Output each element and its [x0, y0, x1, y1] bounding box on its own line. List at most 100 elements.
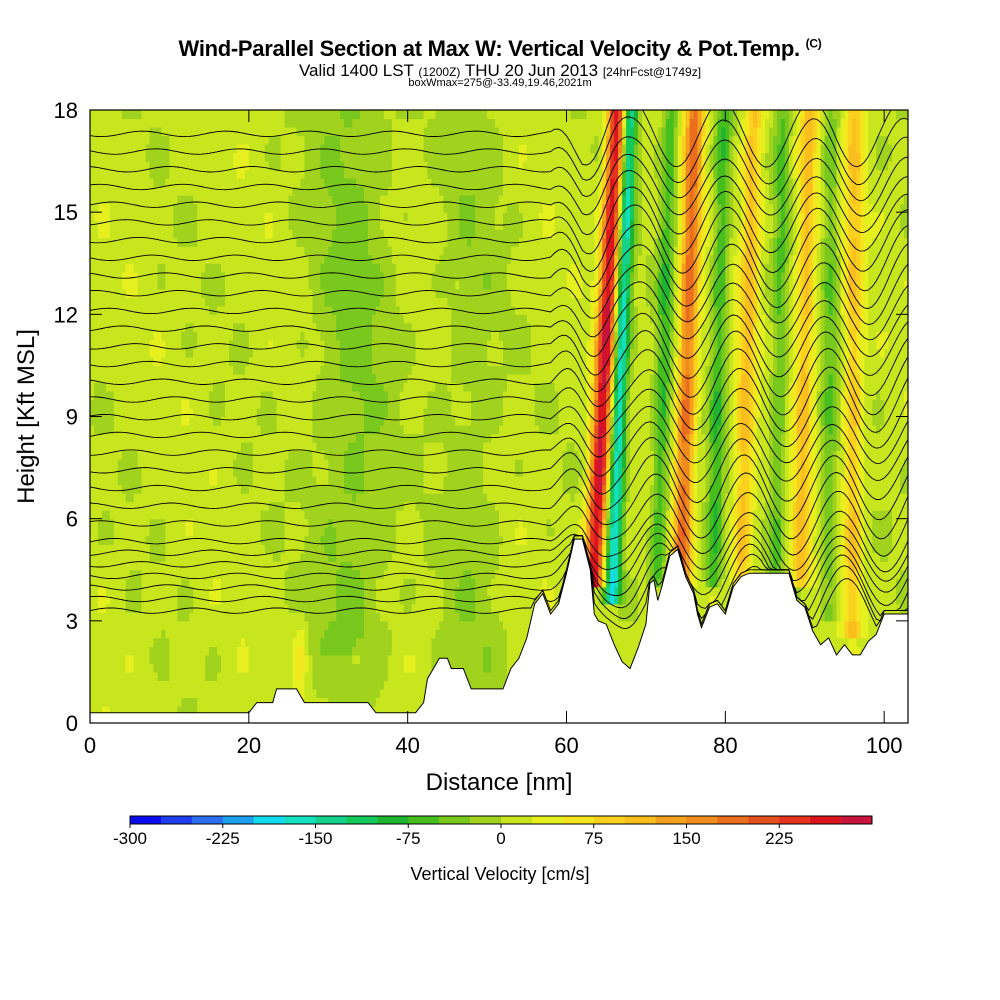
- velocity-cell: [308, 501, 313, 511]
- velocity-cell: [272, 552, 278, 562]
- velocity-cell: [113, 510, 119, 520]
- velocity-cell: [217, 561, 222, 571]
- velocity-cell: [264, 331, 270, 341]
- velocity-cell: [324, 339, 329, 349]
- velocity-cell: [181, 416, 186, 426]
- velocity-cell: [352, 697, 357, 707]
- velocity-cell: [149, 161, 155, 171]
- velocity-cell: [352, 246, 357, 256]
- velocity-cell: [229, 680, 234, 690]
- velocity-cell: [141, 382, 147, 392]
- velocity-cell: [264, 288, 270, 298]
- velocity-cell: [205, 425, 210, 435]
- velocity-cell: [348, 467, 353, 477]
- velocity-cell: [173, 331, 178, 341]
- velocity-cell: [324, 527, 329, 537]
- velocity-cell: [177, 612, 182, 622]
- velocity-cell: [344, 595, 349, 605]
- velocity-cell: [348, 646, 353, 656]
- velocity-cell: [137, 484, 143, 494]
- velocity-cell: [284, 110, 290, 120]
- velocity-cell: [320, 399, 325, 409]
- velocity-cell: [157, 416, 163, 426]
- velocity-cell: [256, 459, 262, 469]
- velocity-cell: [300, 212, 306, 222]
- velocity-cell: [316, 152, 321, 162]
- velocity-cell: [276, 212, 282, 222]
- velocity-cell: [201, 195, 206, 205]
- velocity-cell: [324, 263, 329, 273]
- velocity-cell: [217, 425, 222, 435]
- velocity-cell: [332, 493, 337, 503]
- velocity-cell: [205, 331, 210, 341]
- velocity-cell: [276, 237, 282, 247]
- velocity-cell: [149, 297, 155, 307]
- velocity-cell: [284, 229, 290, 239]
- velocity-cell: [268, 408, 274, 418]
- velocity-cell: [181, 212, 186, 222]
- velocity-cell: [181, 518, 186, 528]
- velocity-cell: [169, 399, 174, 409]
- velocity-cell: [197, 365, 202, 375]
- velocity-cell: [109, 356, 115, 366]
- velocity-cell: [264, 442, 270, 452]
- velocity-cell: [205, 135, 210, 145]
- velocity-cell: [284, 416, 290, 426]
- velocity-cell: [165, 365, 170, 375]
- velocity-cell: [240, 195, 246, 205]
- velocity-cell: [280, 127, 286, 137]
- velocity-cell: [137, 493, 143, 503]
- velocity-cell: [161, 288, 167, 298]
- velocity-cell: [185, 331, 190, 341]
- velocity-cell: [141, 561, 147, 571]
- velocity-cell: [308, 178, 313, 188]
- velocity-cell: [181, 178, 186, 188]
- velocity-cell: [165, 212, 170, 222]
- velocity-cell: [113, 118, 119, 128]
- velocity-cell: [105, 637, 111, 647]
- velocity-cell: [181, 527, 186, 537]
- velocity-cell: [328, 186, 333, 196]
- velocity-cell: [280, 459, 286, 469]
- velocity-cell: [113, 212, 119, 222]
- velocity-cell: [229, 578, 234, 588]
- velocity-cell: [217, 220, 222, 230]
- velocity-cell: [328, 680, 333, 690]
- velocity-cell: [189, 663, 194, 673]
- velocity-cell: [205, 212, 210, 222]
- velocity-cell: [185, 178, 190, 188]
- velocity-cell: [328, 620, 333, 630]
- velocity-cell: [248, 459, 254, 469]
- velocity-cell: [97, 391, 103, 401]
- velocity-cell: [185, 169, 190, 179]
- velocity-cell: [296, 229, 302, 239]
- velocity-cell: [90, 646, 95, 656]
- velocity-cell: [336, 339, 341, 349]
- velocity-cell: [225, 586, 230, 596]
- velocity-cell: [105, 408, 111, 418]
- velocity-cell: [324, 552, 329, 562]
- velocity-cell: [177, 297, 182, 307]
- velocity-cell: [332, 416, 337, 426]
- velocity-cell: [308, 595, 313, 605]
- velocity-cell: [352, 356, 357, 366]
- velocity-cell: [157, 118, 163, 128]
- velocity-cell: [320, 680, 325, 690]
- velocity-cell: [248, 237, 254, 247]
- velocity-cell: [364, 697, 369, 707]
- velocity-cell: [225, 322, 230, 332]
- velocity-cell: [332, 399, 337, 409]
- velocity-cell: [229, 612, 234, 622]
- velocity-cell: [225, 246, 230, 256]
- velocity-cell: [340, 348, 345, 358]
- velocity-cell: [328, 373, 333, 383]
- velocity-cell: [328, 663, 333, 673]
- velocity-cell: [264, 305, 270, 315]
- velocity-cell: [133, 212, 139, 222]
- velocity-cell: [268, 322, 274, 332]
- velocity-cell: [312, 178, 317, 188]
- velocity-cell: [101, 135, 107, 145]
- velocity-cell: [221, 203, 226, 213]
- velocity-cell: [145, 297, 151, 307]
- velocity-cell: [324, 408, 329, 418]
